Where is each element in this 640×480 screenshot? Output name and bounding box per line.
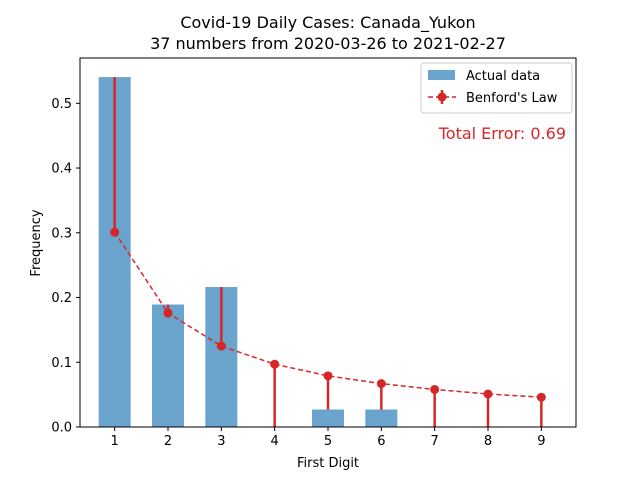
x-axis-label: First Digit: [297, 456, 359, 471]
x-tick-label-1: 1: [111, 434, 119, 449]
legend-bar-swatch: [428, 70, 455, 80]
bar-digit-5: [312, 409, 344, 427]
legend-line-label: Benford's Law: [466, 91, 558, 106]
x-tick-label-6: 6: [377, 434, 385, 449]
chart-title-line1: Covid-19 Daily Cases: Canada_Yukon: [180, 13, 475, 33]
y-tick-label-1: 0.1: [51, 356, 72, 371]
benford-point-digit-3: [216, 341, 226, 351]
legend-frame: [420, 62, 573, 114]
x-tick-label-7: 7: [431, 434, 439, 449]
y-tick-label-3: 0.3: [51, 226, 72, 241]
benford-point-digit-6: [376, 379, 386, 389]
x-tick-label-2: 2: [164, 434, 172, 449]
y-axis-label: Frequency: [29, 209, 44, 276]
bar-digit-2: [152, 304, 184, 427]
x-tick-label-4: 4: [271, 434, 279, 449]
chart-title-line2: 37 numbers from 2020-03-26 to 2021-02-27: [150, 34, 506, 53]
benford-point-digit-5: [323, 371, 333, 381]
benford-point-digit-1: [110, 227, 120, 237]
benford-point-digit-2: [163, 308, 173, 318]
legend: Actual data Benford's Law: [420, 62, 573, 114]
total-error-annotation: Total Error: 0.69: [438, 124, 566, 143]
y-tick-label-4: 0.4: [51, 162, 72, 177]
bar-digit-6: [365, 409, 398, 427]
y-tick-label-0: 0.0: [51, 421, 72, 436]
benford-point-digit-9: [536, 392, 546, 402]
benford-point-digit-4: [270, 359, 280, 369]
plot-area: 1 2 3 4 5 6 7 8 9 0.0 0.1 0.2 0.3 0.4 0.5: [51, 57, 577, 449]
legend-bar-label: Actual data: [466, 69, 540, 84]
x-tick-label-9: 9: [537, 434, 545, 449]
x-tick-label-8: 8: [484, 434, 492, 449]
legend-marker-swatch: [437, 92, 447, 102]
x-tick-label-3: 3: [217, 434, 225, 449]
y-tick-label-5: 0.5: [51, 97, 72, 112]
benford-point-digit-8: [483, 389, 493, 399]
benford-point-digit-7: [430, 384, 440, 394]
y-tick-label-2: 0.2: [51, 291, 72, 306]
x-tick-label-5: 5: [324, 434, 332, 449]
